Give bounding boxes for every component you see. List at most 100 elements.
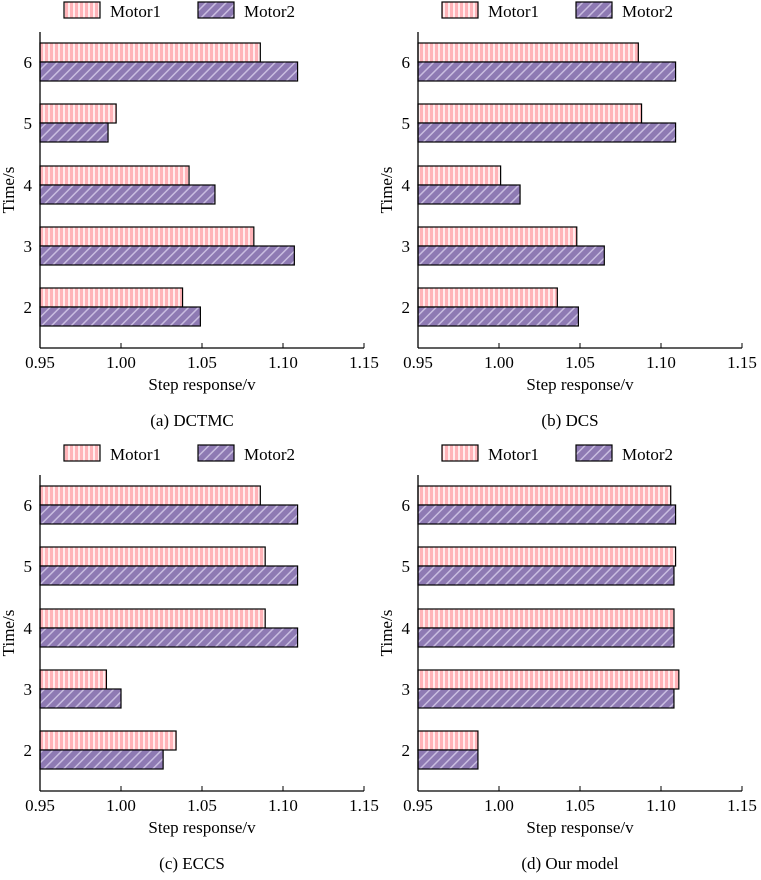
legend: Motor1 Motor2 [441,444,673,464]
x-tick-label: 1.00 [484,796,514,815]
legend-swatch-motor2 [197,444,235,462]
x-axis-title: Step response/v [526,375,634,394]
x-tick-label: 1.00 [484,353,514,372]
y-tick-label: 5 [402,114,411,133]
bar-motor1-t6 [417,485,672,506]
bar-motor2-t2 [417,749,479,770]
bar-motor2-t3 [417,688,675,709]
legend: Motor1 Motor2 [63,444,295,464]
y-tick-label: 4 [402,619,411,638]
x-tick-label: 1.10 [268,796,298,815]
bar-motor1-t3 [39,669,108,690]
x-tick-label: 1.10 [646,796,676,815]
legend-swatch-motor2 [575,444,613,462]
y-tick-label: 4 [402,176,411,195]
bar-motor1-t4 [39,608,266,629]
legend-label-motor1: Motor1 [488,445,539,464]
x-axis-title: Step response/v [526,818,634,837]
x-tick-label: 1.05 [565,796,595,815]
y-tick-label: 2 [402,298,411,317]
chart-panel-4: Motor1 Motor2 2 3 4 5 6 0.95 1.00 1.05 1.10 1.15 Ste… [377,444,757,873]
legend-label-motor2: Motor2 [622,2,673,21]
bar-motor1-t2 [39,730,177,751]
y-tick-label: 3 [24,237,33,256]
legend-swatch-motor1 [441,444,479,462]
y-tick-label: 6 [24,53,33,72]
bar-motor1-t4 [39,165,190,186]
bar-motor2-t2 [39,306,201,327]
bar-motor2-t2 [39,749,164,770]
bar-motor1-t3 [39,226,255,247]
bar-motor1-t4 [417,608,675,629]
legend: Motor1 Motor2 [441,1,673,21]
bar-motor1-t2 [39,287,184,308]
y-tick-label: 5 [24,557,33,576]
legend-label-motor1: Motor1 [110,2,161,21]
bar-motor1-t3 [417,226,578,247]
y-tick-label: 5 [402,557,411,576]
bar-motor2-t4 [417,184,521,205]
bar-motor1-t5 [417,103,643,124]
bar-motor2-t5 [39,565,299,586]
y-tick-label: 3 [402,680,411,699]
y-tick-label: 6 [402,496,411,515]
x-tick-label: 1.05 [187,353,217,372]
y-tick-label: 3 [402,237,411,256]
y-tick-label: 4 [24,176,33,195]
x-axis-title: Step response/v [148,375,256,394]
bar-motor1-t6 [39,485,261,506]
chart-panel-1: Motor1 Motor2 2 3 4 5 6 0.95 1.00 1.05 1.10 1.15 Ste… [0,1,379,430]
x-tick-label: 1.15 [727,796,757,815]
bar-motor2-t3 [39,245,295,266]
legend-swatch-motor1 [441,1,479,19]
bar-motor2-t3 [417,245,605,266]
bar-motor2-t3 [39,688,122,709]
panel-caption: (a) DCTMC [150,411,234,430]
legend-swatch-motor1 [63,444,101,462]
y-tick-label: 2 [24,298,33,317]
y-tick-label: 4 [24,619,33,638]
legend-label-motor1: Motor1 [110,445,161,464]
bar-motor1-t5 [39,546,266,567]
x-tick-label: 1.10 [268,353,298,372]
x-tick-label: 0.95 [403,353,433,372]
bar-motor2-t4 [417,627,675,648]
bar-motor2-t4 [39,627,299,648]
bar-motor1-t2 [417,287,558,308]
chart-panel-3: Motor1 Motor2 2 3 4 5 6 0.95 1.00 1.05 1.10 1.15 Ste… [0,444,379,873]
x-tick-label: 1.00 [106,796,136,815]
y-axis-title: Time/s [377,610,396,657]
legend: Motor1 Motor2 [63,1,295,21]
y-tick-label: 2 [402,741,411,760]
y-tick-label: 5 [24,114,33,133]
y-axis-title: Time/s [377,167,396,214]
y-tick-label: 2 [24,741,33,760]
bar-motor1-t5 [39,103,117,124]
bar-motor1-t6 [39,42,261,63]
bar-motor1-t3 [417,669,680,690]
bar-motor1-t5 [417,546,677,567]
x-axis-title: Step response/v [148,818,256,837]
x-tick-label: 0.95 [25,353,55,372]
legend-swatch-motor2 [575,1,613,19]
y-axis-title: Time/s [0,167,18,214]
x-tick-label: 1.15 [727,353,757,372]
x-tick-label: 1.05 [565,353,595,372]
x-tick-label: 1.05 [187,796,217,815]
x-tick-label: 1.15 [349,353,379,372]
legend-swatch-motor2 [197,1,235,19]
bar-motor2-t6 [39,61,299,82]
legend-swatch-motor1 [63,1,101,19]
panel-caption: (c) ECCS [159,854,225,873]
x-tick-label: 1.00 [106,353,136,372]
legend-label-motor2: Motor2 [244,2,295,21]
bar-motor2-t6 [417,61,677,82]
bar-motor2-t5 [417,565,675,586]
chart-panel-2: Motor1 Motor2 2 3 4 5 6 0.95 1.00 1.05 1.10 1.15 Ste… [377,1,757,430]
panel-caption: (d) Our model [521,854,619,873]
bar-motor1-t6 [417,42,639,63]
bar-motor2-t4 [39,184,216,205]
x-tick-label: 1.10 [646,353,676,372]
